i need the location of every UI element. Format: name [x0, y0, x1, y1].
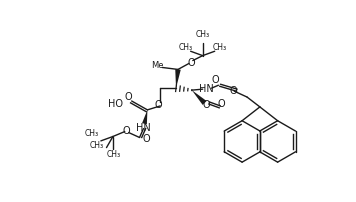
Text: CH₃: CH₃ [195, 30, 210, 39]
Text: CH₃: CH₃ [90, 140, 104, 149]
Text: O: O [229, 85, 237, 95]
Text: O: O [123, 125, 131, 135]
Text: CH₃: CH₃ [107, 149, 121, 158]
Polygon shape [142, 110, 147, 125]
Text: O: O [155, 99, 162, 109]
Text: O: O [143, 134, 150, 144]
Text: HN: HN [136, 122, 151, 132]
Text: CH₃: CH₃ [213, 43, 226, 52]
Text: HO: HO [108, 99, 123, 108]
Text: Me: Me [151, 61, 163, 70]
Text: CH₃: CH₃ [179, 43, 193, 52]
Polygon shape [175, 70, 181, 89]
Text: O: O [218, 99, 225, 108]
Text: CH₃: CH₃ [84, 128, 98, 137]
Text: O: O [125, 92, 132, 102]
Text: HN: HN [199, 84, 214, 94]
Text: O: O [212, 75, 219, 85]
Polygon shape [192, 91, 206, 105]
Text: O: O [203, 99, 210, 109]
Text: O: O [187, 57, 195, 67]
